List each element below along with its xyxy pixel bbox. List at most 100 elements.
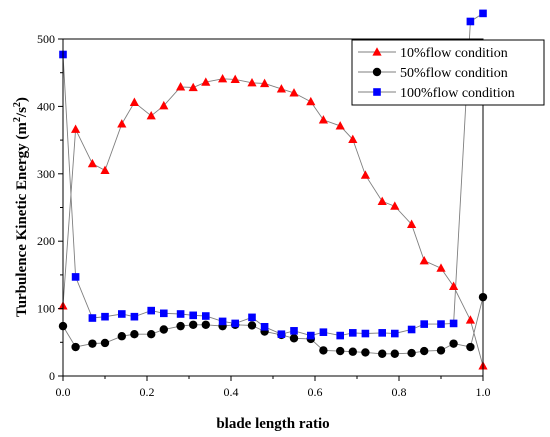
series-2-point — [378, 349, 387, 358]
legend-label-1: 10%flow condition — [400, 46, 508, 61]
series-3-point — [118, 310, 126, 318]
series-1-point — [419, 255, 429, 265]
series-1-point — [407, 219, 417, 228]
series-3-point — [349, 329, 357, 337]
plot-markers — [58, 9, 488, 370]
y-tick-label: 200 — [37, 234, 55, 248]
series-1-point — [436, 263, 446, 272]
series-line-1 — [62, 78, 484, 367]
series-2-point — [449, 339, 458, 348]
y-axis-title-text: Turbulence Kinetic Energy — [14, 143, 30, 317]
x-tick-label: 0.0 — [56, 385, 71, 399]
series-1-point — [146, 111, 156, 120]
series-1-point — [100, 165, 110, 175]
series-2-point — [436, 346, 446, 355]
series-3-point — [437, 320, 445, 328]
series-3-point — [147, 306, 155, 315]
legend: 10%flow condition 50%flow condition 100%fl… — [351, 39, 545, 106]
series-3-point — [378, 329, 386, 337]
series-3-point — [88, 314, 97, 322]
legend-marker-2 — [372, 67, 382, 77]
series-2-point — [336, 346, 345, 356]
series-1-point — [201, 77, 211, 86]
series-2-point — [466, 342, 475, 352]
legend-label-2: 50%flow condition — [400, 66, 508, 81]
series-1-point — [71, 124, 81, 133]
series-3-point — [277, 330, 286, 339]
series-1-point — [377, 196, 387, 206]
y-axis-unit-base: (m — [14, 122, 30, 140]
series-1-point — [318, 115, 328, 124]
series-1-point — [159, 100, 169, 110]
series-1-point — [218, 73, 228, 83]
y-axis-unit-sup1: 2 — [12, 117, 23, 122]
legend-label-3: 100%flow condition — [400, 86, 515, 101]
series-2-point — [390, 349, 399, 358]
series-3-point — [189, 311, 197, 320]
series-1-point — [188, 82, 198, 92]
series-1-point — [289, 88, 299, 97]
series-3-point — [361, 329, 370, 338]
y-axis-title: Turbulence Kinetic Energy (m2/s2) — [12, 97, 30, 317]
y-tick-label: 100 — [37, 302, 55, 316]
series-2-point — [159, 325, 168, 334]
series-2-point — [117, 332, 127, 341]
series-1-point — [335, 121, 345, 130]
x-tick-label: 0.4 — [224, 385, 239, 399]
y-axis-unit-sup2: 2 — [12, 102, 23, 107]
series-2-point — [130, 330, 139, 339]
series-2-point — [100, 338, 110, 348]
series-3-point — [218, 317, 227, 326]
series-2-point — [348, 347, 357, 356]
svg-text:Turbulence Kinetic Energy (m2/: Turbulence Kinetic Energy (m2/s2) — [12, 97, 30, 317]
series-3-point — [231, 319, 239, 328]
series-3-point — [449, 319, 458, 328]
series-3-point — [407, 325, 416, 334]
series-1-point — [129, 97, 139, 106]
series-1-point — [230, 74, 240, 84]
series-3-point — [202, 312, 210, 320]
y-axis-unit-end: ) — [14, 97, 30, 102]
series-2-point — [420, 346, 429, 356]
series-2-point — [71, 342, 80, 352]
series-1-point — [247, 78, 257, 87]
series-3-point — [466, 17, 475, 26]
series-2-point — [361, 348, 370, 357]
series-3-point — [248, 313, 256, 322]
series-1-point — [465, 315, 475, 324]
series-1-point — [117, 119, 127, 128]
x-tick-label: 0.2 — [140, 385, 155, 399]
legend-marker-1 — [372, 47, 382, 56]
series-2-point — [88, 339, 97, 348]
series-3-point — [420, 320, 428, 328]
series-1-point — [390, 201, 400, 210]
series-1-point — [449, 281, 459, 290]
series-1-point — [306, 96, 316, 106]
legend-items: 10%flow condition 50%flow condition 100%fl… — [358, 46, 515, 101]
series-2-point — [147, 330, 156, 339]
series-3-point — [290, 327, 298, 335]
series-1-point — [87, 158, 97, 168]
series-3-point — [130, 312, 139, 321]
series-2-point — [201, 320, 210, 329]
y-axis-unit-mid: /s — [14, 107, 30, 118]
axes: 0.0 0.2 0.4 0.6 0.8 1.0 0 100 200 300 400 500 — [37, 32, 491, 399]
series-1-point — [260, 78, 270, 88]
series-3-point — [479, 9, 487, 18]
series-2-point — [289, 334, 299, 343]
series-2-point — [319, 346, 328, 355]
series-3-point — [71, 273, 80, 281]
series-2-point — [247, 321, 257, 330]
y-tick-label: 500 — [37, 32, 55, 46]
series-3-point — [336, 331, 344, 340]
x-tick-label: 0.8 — [392, 385, 407, 399]
y-tick-label: 400 — [37, 99, 55, 113]
y-tick-label: 300 — [37, 167, 55, 181]
y-tick-label: 0 — [49, 369, 55, 383]
series-3-point — [307, 331, 315, 340]
legend-marker-3 — [373, 88, 381, 96]
series-1-point — [360, 170, 370, 179]
series-3-point — [319, 328, 328, 336]
series-3-point — [176, 310, 185, 318]
